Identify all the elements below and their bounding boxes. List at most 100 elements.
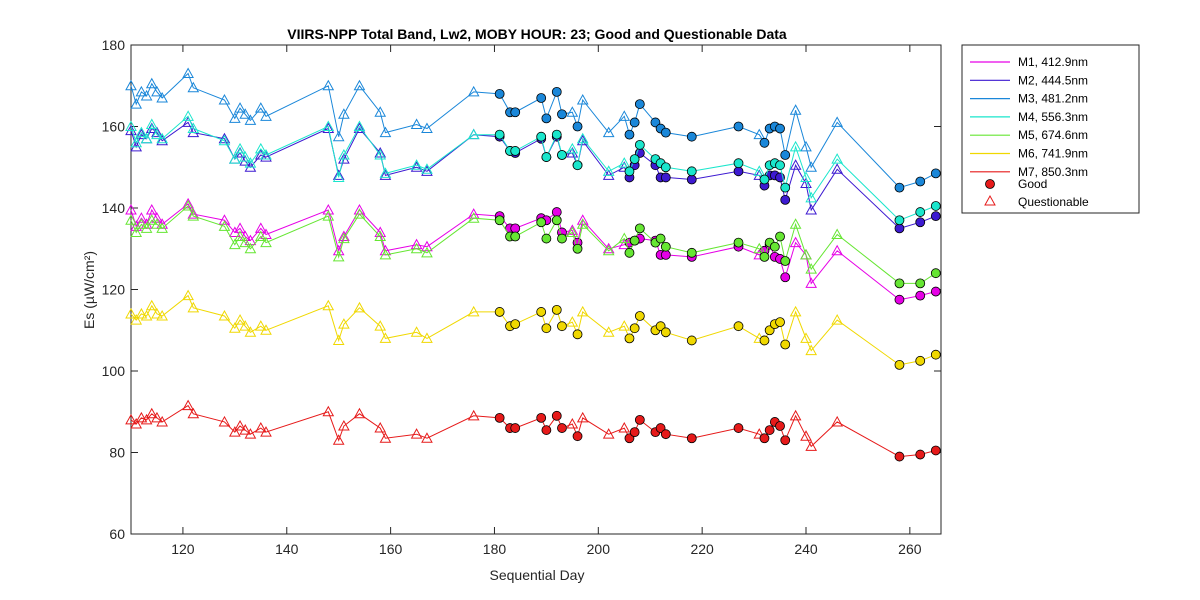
questionable-point <box>130 226 143 237</box>
questionable-point <box>228 426 241 437</box>
questionable-point <box>353 407 366 419</box>
questionable-point <box>260 148 272 160</box>
legend-entry-label: M4, 556.3nm <box>1018 110 1088 124</box>
questionable-point <box>374 106 387 117</box>
good-point <box>780 339 791 350</box>
questionable-point <box>410 118 423 129</box>
good-point <box>780 435 791 446</box>
y-tick-label: 140 <box>102 200 126 216</box>
y-axis-label: Es (µW/cm²) <box>81 251 97 329</box>
questionable-point <box>421 165 433 176</box>
questionable-point <box>322 405 335 417</box>
good-point <box>551 86 562 97</box>
questionable-point <box>753 128 766 140</box>
questionable-point <box>322 79 335 91</box>
y-tick-label: 80 <box>109 445 125 461</box>
good-point <box>660 127 671 138</box>
questionable-point <box>800 332 812 343</box>
good-point <box>894 215 905 226</box>
questionable-point <box>618 320 631 331</box>
good-point <box>629 117 640 128</box>
good-point <box>494 412 505 423</box>
questionable-point <box>566 224 579 235</box>
x-tick-label: 220 <box>690 541 714 557</box>
questionable-point <box>831 153 844 164</box>
series-m3 <box>125 67 941 193</box>
questionable-point <box>576 411 589 423</box>
good-point <box>629 427 640 438</box>
questionable-point <box>140 222 153 233</box>
questionable-point <box>244 114 257 125</box>
y-tick-label: 160 <box>102 119 126 135</box>
questionable-point <box>566 226 579 237</box>
good-point <box>572 431 583 442</box>
questionable-point <box>182 199 194 211</box>
questionable-point <box>800 177 812 189</box>
questionable-point <box>332 171 345 182</box>
good-point <box>894 278 905 289</box>
good-point <box>759 174 770 185</box>
good-point <box>660 327 671 338</box>
good-point <box>510 423 521 433</box>
questionable-point <box>410 161 423 172</box>
good-point <box>551 215 562 226</box>
questionable-point <box>410 159 423 170</box>
questionable-point <box>332 434 345 445</box>
questionable-point <box>140 89 153 101</box>
legend-good-marker <box>985 179 995 189</box>
questionable-point <box>410 326 423 337</box>
questionable-point <box>244 157 257 168</box>
good-point <box>494 215 505 226</box>
good-point <box>894 451 905 462</box>
questionable-point <box>332 169 345 180</box>
questionable-point <box>218 309 231 321</box>
good-point <box>894 223 905 234</box>
questionable-point <box>239 424 252 435</box>
good-point <box>624 247 635 258</box>
good-point <box>634 414 645 425</box>
good-point <box>733 237 744 248</box>
questionable-point <box>218 93 231 105</box>
questionable-point <box>234 230 246 242</box>
questionable-point <box>566 417 579 429</box>
questionable-point <box>254 320 267 331</box>
questionable-point <box>218 220 231 231</box>
good-point <box>775 123 785 134</box>
questionable-point <box>145 214 158 225</box>
questionable-point <box>151 411 163 423</box>
questionable-point <box>135 307 148 319</box>
good-point <box>733 158 744 169</box>
questionable-point <box>332 244 345 256</box>
questionable-point <box>187 208 200 219</box>
questionable-point <box>379 167 392 178</box>
questionable-point <box>374 422 387 433</box>
questionable-point <box>338 148 350 160</box>
questionable-point <box>789 218 802 229</box>
questionable-point <box>145 118 158 129</box>
good-point <box>915 449 926 460</box>
questionable-point <box>374 148 387 160</box>
questionable-point <box>602 428 615 439</box>
questionable-point <box>602 165 615 176</box>
x-tick-label: 260 <box>898 541 922 557</box>
questionable-point <box>135 128 148 140</box>
good-point <box>775 317 785 328</box>
good-point <box>930 201 941 211</box>
good-point <box>775 231 785 242</box>
good-point <box>915 176 926 187</box>
questionable-point <box>789 159 802 170</box>
questionable-point <box>130 136 143 148</box>
good-point <box>557 109 567 120</box>
questionable-point <box>187 210 200 221</box>
x-axis: 120 140 160 180 200 220 240 260 <box>171 45 922 557</box>
y-tick-label: 100 <box>102 363 126 379</box>
questionable-point <box>125 79 137 91</box>
questionable-point <box>576 218 589 229</box>
good-point <box>930 286 941 297</box>
questionable-point <box>218 415 231 427</box>
good-point <box>733 321 744 332</box>
y-tick-label: 180 <box>102 37 126 53</box>
questionable-point <box>151 128 163 140</box>
good-point <box>629 154 640 165</box>
questionable-point <box>410 428 423 439</box>
